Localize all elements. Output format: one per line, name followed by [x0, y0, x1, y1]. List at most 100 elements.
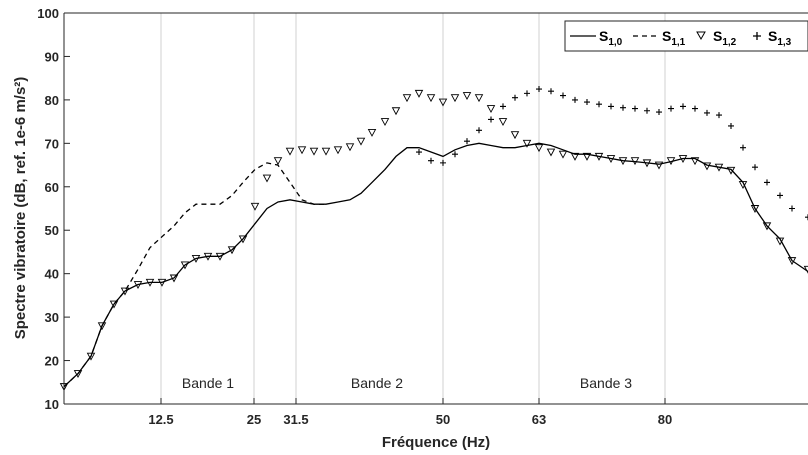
triangle-marker	[285, 147, 295, 156]
triangle-marker	[345, 143, 355, 152]
triangle-marker	[191, 255, 201, 263]
cross-marker	[524, 90, 530, 97]
triangle-marker	[666, 157, 676, 166]
legend-entry-2-base: S	[662, 28, 671, 44]
triangle-marker	[546, 148, 556, 157]
y-tick-label: 80	[45, 93, 59, 108]
triangle-marker	[86, 352, 96, 361]
x-tick-label: 25	[247, 412, 261, 427]
y-tick-label: 10	[45, 397, 59, 412]
cross-marker	[560, 92, 566, 99]
triangle-marker	[690, 157, 700, 166]
cross-marker	[584, 99, 590, 106]
triangle-marker	[582, 152, 592, 161]
x-tick-label: 50	[436, 412, 450, 427]
triangle-marker	[570, 152, 580, 161]
cross-marker	[644, 107, 650, 114]
legend-swatch-triangle	[696, 31, 706, 41]
triangle-marker	[678, 155, 688, 163]
x-tick-label: 12.5	[148, 412, 173, 427]
legend-entry-4-base: S	[768, 28, 777, 44]
triangle-marker	[642, 159, 652, 168]
triangle-marker	[333, 146, 343, 155]
band-label-3: Bande 3	[580, 375, 632, 391]
triangle-marker	[630, 157, 640, 166]
x-ticks: 12.5 25 31.5 50 63 80	[148, 398, 672, 427]
triangle-marker	[97, 322, 107, 331]
triangle-marker	[227, 246, 237, 255]
band-label-1: Bande 1	[182, 375, 234, 391]
triangle-marker	[120, 287, 130, 296]
cross-marker	[752, 164, 758, 171]
legend-swatch-cross	[753, 32, 761, 40]
triangle-marker	[321, 147, 331, 156]
triangle-marker	[498, 118, 508, 127]
y-axis-label: Spectre vibratoire (dB, ref. 1e-6 m/s²)	[12, 77, 29, 340]
cross-marker	[440, 159, 446, 166]
legend-entry-3-sub: 1,2	[722, 37, 736, 48]
cross-marker	[777, 192, 783, 199]
y-tick-label: 90	[45, 49, 59, 64]
triangle-marker	[262, 174, 272, 183]
cross-marker	[805, 214, 808, 221]
cross-marker	[716, 112, 722, 119]
cross-marker	[728, 122, 734, 129]
cross-marker	[789, 205, 795, 212]
triangle-marker	[297, 146, 307, 155]
band-labels: Bande 1 Bande 2 Bande 3	[182, 375, 632, 391]
cross-marker	[464, 138, 470, 145]
triangle-marker	[391, 107, 401, 116]
legend-entry-4: S1,3	[768, 28, 792, 48]
triangle-marker	[169, 274, 179, 283]
legend-entry-1-base: S	[599, 28, 608, 44]
legend-entry-4-sub: 1,3	[777, 37, 791, 48]
triangle-marker	[775, 237, 785, 246]
triangle-marker	[367, 129, 377, 137]
triangle-marker	[714, 163, 724, 172]
series-line-solid	[63, 142, 808, 388]
cross-marker	[740, 144, 746, 151]
y-ticks: 10 20 30 40 50 60 70 80 90 100	[37, 6, 70, 412]
triangle-marker	[702, 162, 712, 171]
x-tick-label: 31.5	[283, 412, 308, 427]
triangle-marker	[215, 252, 225, 261]
cross-marker	[608, 103, 614, 110]
cross-marker	[488, 116, 494, 123]
plot-area	[64, 13, 808, 404]
triangle-marker	[273, 157, 283, 166]
y-tick-label: 40	[45, 267, 59, 282]
triangle-marker	[238, 235, 248, 244]
legend-entry-3: S1,2	[713, 28, 737, 48]
cross-marker	[536, 86, 542, 93]
triangle-marker	[414, 89, 424, 98]
triangle-marker	[654, 161, 664, 170]
cross-marker	[416, 149, 422, 156]
legend-entry-1: S1,0	[599, 28, 623, 48]
triangle-marker	[474, 94, 484, 103]
cross-marker	[548, 88, 554, 95]
triangle-marker	[510, 131, 520, 140]
triangle-marker	[356, 137, 366, 146]
triangle-marker	[203, 252, 213, 261]
triangle-marker	[73, 370, 83, 379]
y-tick-label: 60	[45, 180, 59, 195]
triangle-marker	[133, 281, 143, 289]
triangle-marker	[522, 139, 532, 148]
triangle-marker	[534, 144, 544, 153]
triangle-marker	[558, 150, 568, 159]
legend-entry-2: S1,1	[662, 28, 686, 48]
legend-entry-1-sub: 1,0	[608, 37, 622, 48]
y-tick-label: 70	[45, 136, 59, 151]
cross-marker	[500, 103, 506, 110]
x-axis-label: Fréquence (Hz)	[382, 434, 490, 451]
triangle-marker	[426, 94, 436, 103]
triangle-marker	[738, 181, 748, 190]
series-line-dashed	[63, 162, 326, 388]
triangle-marker	[380, 118, 390, 127]
triangle-marker	[803, 265, 808, 274]
triangle-marker	[486, 105, 496, 114]
triangle-marker	[250, 202, 260, 211]
y-tick-label: 100	[37, 6, 59, 21]
cross-marker	[668, 105, 674, 112]
